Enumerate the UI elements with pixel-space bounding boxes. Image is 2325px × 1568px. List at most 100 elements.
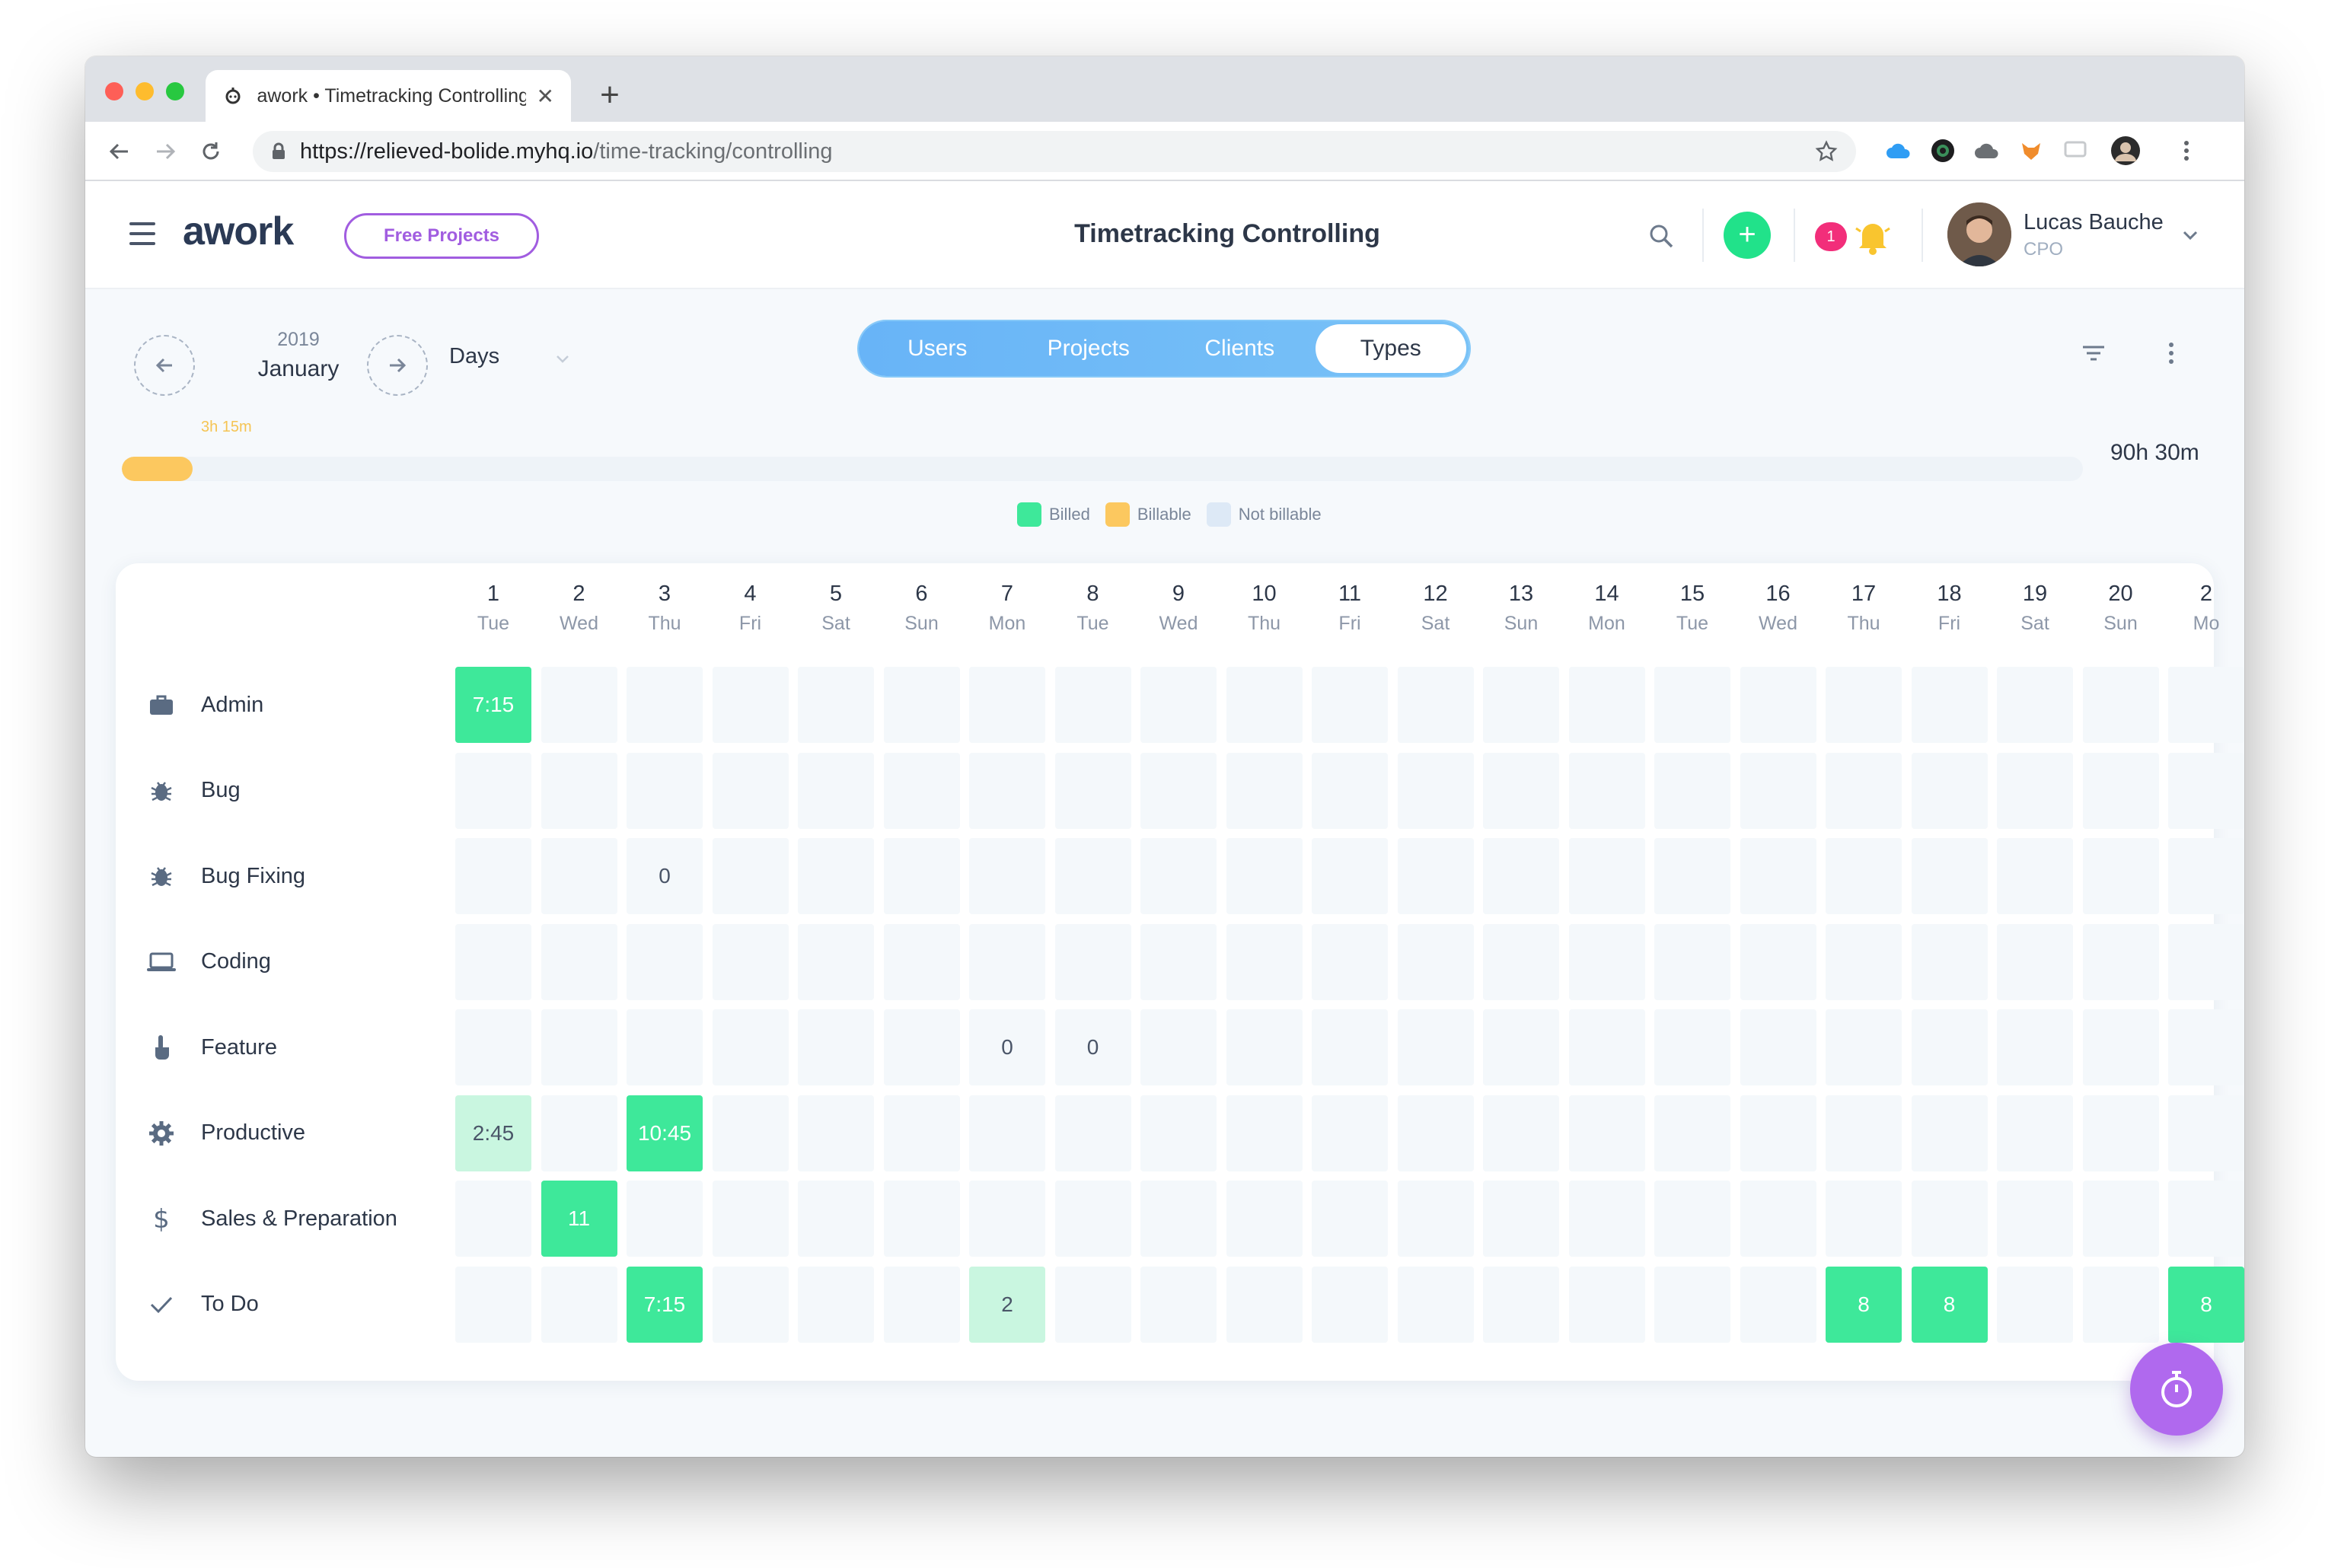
time-cell[interactable] bbox=[1997, 667, 2073, 743]
back-button[interactable] bbox=[100, 132, 139, 171]
user-name[interactable]: Lucas Bauche bbox=[2024, 210, 2164, 234]
time-cell[interactable] bbox=[1312, 1181, 1388, 1257]
time-cell[interactable] bbox=[1740, 923, 1816, 1000]
maximize-window-button[interactable] bbox=[166, 82, 184, 100]
close-window-button[interactable] bbox=[105, 82, 123, 100]
time-cell[interactable] bbox=[2168, 667, 2244, 743]
time-cell[interactable] bbox=[2082, 667, 2159, 743]
time-cell[interactable] bbox=[712, 1009, 789, 1085]
time-cell[interactable] bbox=[969, 667, 1045, 743]
tab-projects[interactable]: Projects bbox=[1047, 336, 1130, 361]
search-icon[interactable] bbox=[1646, 221, 1676, 251]
time-cell[interactable] bbox=[455, 752, 531, 829]
time-cell[interactable] bbox=[1312, 752, 1388, 829]
time-cell[interactable] bbox=[1826, 752, 1902, 829]
time-cell[interactable] bbox=[1740, 667, 1816, 743]
time-cell[interactable] bbox=[1997, 1009, 2073, 1085]
bell-icon[interactable] bbox=[1851, 215, 1894, 257]
time-cell[interactable] bbox=[1826, 1181, 1902, 1257]
time-cell[interactable] bbox=[1054, 1095, 1131, 1171]
time-cell[interactable] bbox=[712, 838, 789, 914]
time-cell[interactable] bbox=[1826, 1095, 1902, 1171]
user-avatar[interactable] bbox=[1947, 202, 2011, 266]
add-button[interactable]: + bbox=[1724, 212, 1771, 259]
time-cell[interactable] bbox=[455, 1181, 531, 1257]
time-cell[interactable] bbox=[1568, 923, 1645, 1000]
time-cell[interactable] bbox=[1826, 667, 1902, 743]
time-cell[interactable] bbox=[1997, 1095, 2073, 1171]
new-tab-button[interactable]: + bbox=[600, 76, 620, 113]
notification-count-badge[interactable]: 1 bbox=[1815, 222, 1847, 251]
camera-extension-icon[interactable] bbox=[1928, 135, 1958, 166]
time-cell[interactable] bbox=[1140, 1266, 1217, 1343]
time-cell[interactable] bbox=[1654, 1095, 1730, 1171]
time-cell[interactable] bbox=[1997, 1266, 2073, 1343]
time-cell[interactable] bbox=[1054, 838, 1131, 914]
time-cell[interactable] bbox=[1140, 838, 1217, 914]
time-cell[interactable] bbox=[2082, 752, 2159, 829]
time-cell[interactable] bbox=[1054, 752, 1131, 829]
time-cell[interactable] bbox=[712, 752, 789, 829]
time-cell[interactable] bbox=[455, 1009, 531, 1085]
time-cell[interactable] bbox=[1140, 1009, 1217, 1085]
time-cell[interactable] bbox=[1654, 838, 1730, 914]
time-cell[interactable] bbox=[1397, 667, 1474, 743]
start-timer-button[interactable] bbox=[2130, 1343, 2223, 1436]
time-cell[interactable] bbox=[1911, 1009, 1988, 1085]
time-cell[interactable] bbox=[1568, 1009, 1645, 1085]
time-cell[interactable] bbox=[883, 1095, 960, 1171]
time-cell[interactable]: 2 bbox=[969, 1266, 1045, 1343]
time-cell[interactable] bbox=[1226, 1009, 1303, 1085]
time-cell[interactable] bbox=[1911, 1181, 1988, 1257]
time-cell[interactable] bbox=[969, 923, 1045, 1000]
time-cell[interactable] bbox=[969, 752, 1045, 829]
minimize-window-button[interactable] bbox=[136, 82, 154, 100]
time-cell[interactable] bbox=[1226, 838, 1303, 914]
time-cell[interactable] bbox=[541, 838, 617, 914]
time-cell[interactable] bbox=[1226, 1095, 1303, 1171]
time-cell[interactable] bbox=[798, 1095, 874, 1171]
fox-extension-icon[interactable] bbox=[2016, 135, 2046, 166]
time-cell[interactable] bbox=[1226, 667, 1303, 743]
time-cell[interactable] bbox=[1483, 1266, 1559, 1343]
tab-clients[interactable]: Clients bbox=[1204, 336, 1275, 361]
time-cell[interactable] bbox=[627, 667, 703, 743]
time-cell[interactable] bbox=[1054, 923, 1131, 1000]
time-cell[interactable]: 8 bbox=[1911, 1266, 1988, 1343]
time-cell[interactable] bbox=[1140, 1095, 1217, 1171]
awork-logo[interactable]: awork bbox=[183, 209, 294, 253]
time-cell[interactable] bbox=[2168, 1009, 2244, 1085]
time-cell[interactable] bbox=[1140, 1181, 1217, 1257]
time-cell[interactable]: 8 bbox=[2168, 1266, 2244, 1343]
time-cell[interactable] bbox=[1397, 1009, 1474, 1085]
time-cell[interactable] bbox=[1997, 923, 2073, 1000]
time-cell[interactable] bbox=[1568, 667, 1645, 743]
time-cell[interactable] bbox=[712, 923, 789, 1000]
time-cell[interactable] bbox=[883, 667, 960, 743]
time-cell[interactable] bbox=[1483, 1181, 1559, 1257]
time-cell[interactable] bbox=[2082, 838, 2159, 914]
time-cell[interactable] bbox=[627, 1181, 703, 1257]
cloud-extension-icon[interactable] bbox=[1883, 135, 1914, 166]
time-cell[interactable] bbox=[969, 1181, 1045, 1257]
time-cell[interactable] bbox=[798, 667, 874, 743]
browser-menu-icon[interactable] bbox=[2171, 135, 2202, 166]
time-cell[interactable] bbox=[2168, 1095, 2244, 1171]
time-cell[interactable] bbox=[2168, 752, 2244, 829]
time-cell[interactable] bbox=[712, 1181, 789, 1257]
time-cell[interactable] bbox=[1397, 1181, 1474, 1257]
time-cell[interactable] bbox=[1740, 1009, 1816, 1085]
tab-users[interactable]: Users bbox=[907, 336, 968, 361]
tab-types[interactable]: Types bbox=[1315, 324, 1466, 373]
chevron-down-icon[interactable] bbox=[2179, 224, 2202, 247]
more-options-icon[interactable] bbox=[2156, 338, 2186, 368]
time-cell[interactable]: 8 bbox=[1826, 1266, 1902, 1343]
time-cell[interactable] bbox=[627, 1009, 703, 1085]
time-cell[interactable] bbox=[883, 1181, 960, 1257]
time-cell[interactable] bbox=[1140, 923, 1217, 1000]
time-cell[interactable] bbox=[541, 752, 617, 829]
time-cell[interactable] bbox=[1654, 1009, 1730, 1085]
time-cell[interactable] bbox=[1312, 1009, 1388, 1085]
time-cell[interactable] bbox=[541, 923, 617, 1000]
time-cell[interactable] bbox=[1911, 838, 1988, 914]
